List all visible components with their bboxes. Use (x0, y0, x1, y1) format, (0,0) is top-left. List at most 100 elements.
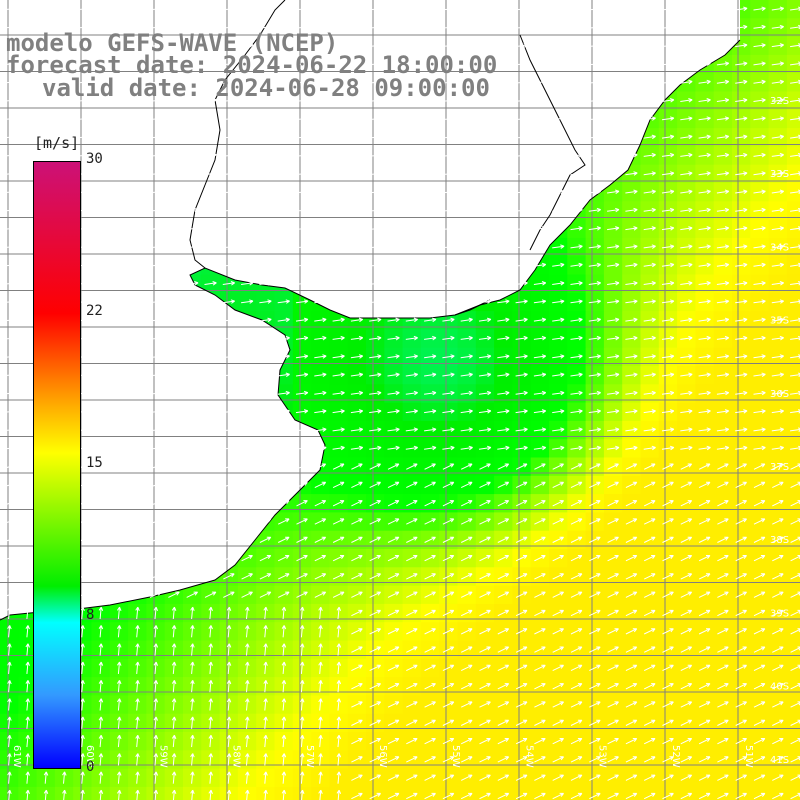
wind-arrow (460, 646, 473, 653)
wind-arrow (113, 536, 125, 543)
wind-arrow (204, 500, 217, 507)
wind-arrow (534, 481, 546, 489)
wind-arrow (589, 664, 601, 672)
wind-arrow (80, 753, 85, 766)
wind-arrow (625, 189, 638, 195)
wind-arrow (552, 98, 565, 103)
wind-arrow (350, 409, 364, 414)
wind-arrow (153, 698, 159, 711)
wind-arrow (226, 734, 232, 748)
wind-arrow (735, 609, 747, 617)
wind-arrow (424, 79, 437, 85)
wind-arrow (406, 555, 418, 562)
wind-arrow (661, 409, 675, 414)
wind-arrow (171, 625, 177, 638)
wind-arrow (607, 262, 620, 268)
wind-arrow (570, 774, 583, 781)
wind-arrow (208, 771, 213, 784)
wind-arrow (460, 683, 473, 690)
wind-arrow (753, 536, 766, 543)
wind-arrow (479, 683, 491, 690)
wind-arrow (259, 409, 272, 414)
wind-arrow (735, 24, 748, 30)
wind-arrow (479, 756, 491, 763)
wind-arrow (405, 6, 418, 12)
wind-arrow (131, 281, 144, 286)
wind-arrow (314, 6, 327, 12)
wind-arrow (186, 518, 198, 525)
wind-arrow (204, 481, 217, 489)
wind-arrow (7, 716, 12, 729)
wind-arrow (171, 680, 177, 693)
wind-arrow (570, 61, 583, 66)
wind-arrow (3, 79, 16, 85)
wind-arrow (116, 606, 122, 620)
wind-arrow (263, 643, 268, 656)
wind-arrow (625, 171, 638, 176)
wind-arrow (222, 409, 235, 414)
wind-arrow (94, 445, 107, 451)
wind-arrow (94, 354, 107, 359)
wind-arrow (735, 591, 747, 598)
wind-arrow (698, 591, 711, 598)
wind-arrow (318, 753, 323, 766)
wind-arrow (204, 189, 217, 195)
colorbar (33, 161, 81, 769)
wind-arrow (534, 591, 546, 598)
wind-arrow (460, 500, 473, 507)
wind-arrow (625, 463, 638, 470)
wind-arrow (281, 680, 287, 693)
wind-arrow (222, 335, 235, 341)
wind-arrow (226, 643, 232, 656)
wind-arrow (149, 573, 162, 580)
wind-arrow (552, 61, 565, 66)
wind-arrow (21, 518, 34, 525)
wind-arrow (168, 555, 180, 562)
wind-arrow (112, 207, 126, 213)
wind-arrow (534, 573, 546, 580)
wind-arrow (570, 792, 583, 800)
wind-arrow (241, 281, 254, 286)
wind-arrow (790, 409, 800, 414)
wind-arrow (281, 789, 287, 800)
wind-arrow (643, 628, 656, 635)
land-mask (0, 0, 740, 620)
wind-arrow (369, 792, 381, 800)
wind-arrow (442, 427, 455, 432)
wind-arrow (149, 390, 162, 396)
wind-arrow (753, 409, 766, 414)
wind-arrow (442, 591, 455, 598)
wind-arrow (7, 643, 12, 656)
wind-arrow (753, 738, 766, 745)
wind-arrow (772, 481, 784, 489)
wind-arrow (552, 427, 565, 432)
wind-arrow (43, 771, 49, 784)
wind-arrow (369, 98, 382, 103)
wind-arrow (497, 43, 510, 48)
wind-arrow (299, 753, 305, 766)
wind-arrow (442, 445, 455, 451)
wind-arrow (131, 591, 144, 598)
wind-arrow (497, 536, 510, 543)
wind-arrow (277, 79, 290, 85)
wind-arrow (149, 409, 162, 414)
wind-arrow (241, 518, 253, 525)
wind-arrow (497, 317, 510, 323)
wind-arrow (350, 152, 364, 158)
wind-arrow (3, 481, 15, 489)
wind-arrow (643, 207, 656, 213)
wind-arrow (497, 116, 510, 121)
wind-arrow (442, 390, 455, 396)
colorbar-tick: 8 (86, 607, 95, 623)
wind-arrow (80, 716, 85, 729)
wind-vectors (3, 6, 800, 800)
wind-arrow (680, 701, 693, 708)
wind-arrow (406, 719, 418, 726)
wind-arrow (295, 207, 309, 213)
wind-arrow (772, 683, 784, 690)
wind-arrow (241, 463, 253, 470)
wind-arrow (424, 244, 437, 249)
wind-arrow (460, 61, 473, 66)
wind-arrow (442, 536, 455, 543)
wind-arrow (259, 317, 272, 323)
